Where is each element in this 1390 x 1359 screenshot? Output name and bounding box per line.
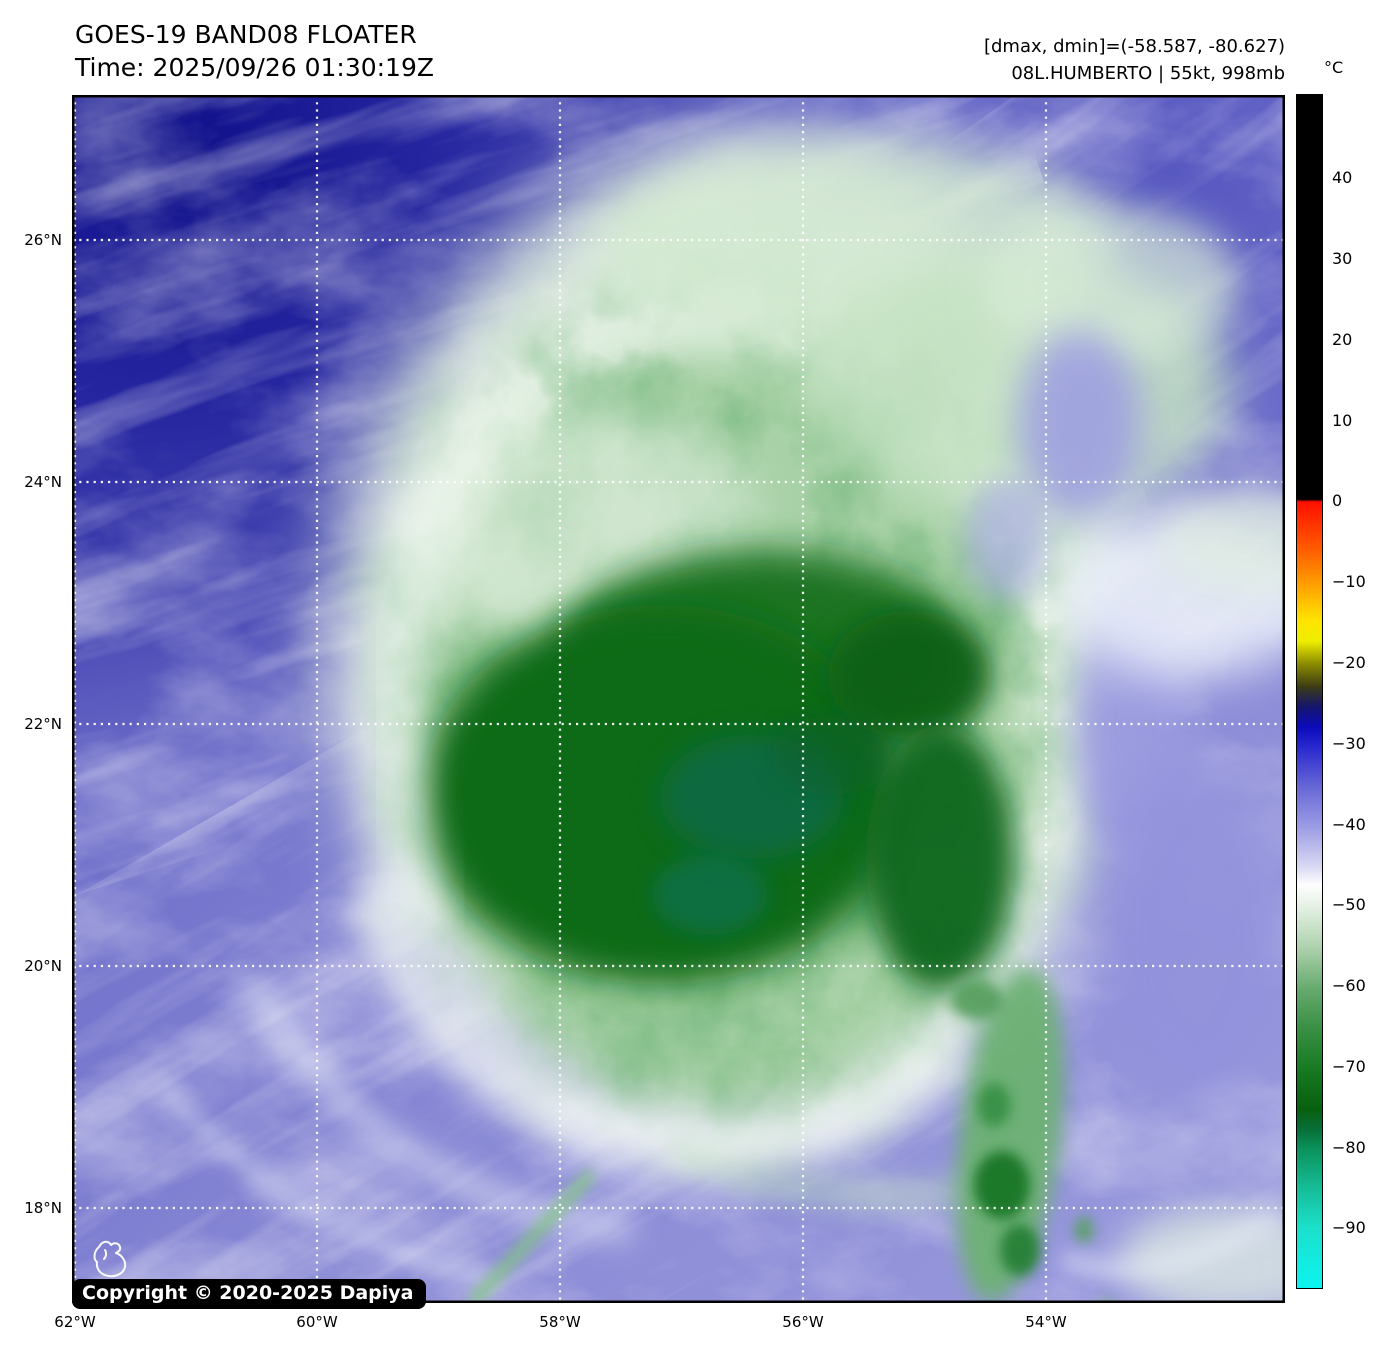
lon-label-62w: 62°W — [54, 1313, 96, 1331]
figure-title: GOES-19 BAND08 FLOATER Time: 2025/09/26 … — [75, 18, 434, 84]
gridlines — [72, 95, 1285, 1303]
cbar-tick-m40: −40 — [1332, 815, 1366, 834]
cbar-tick-0: 0 — [1332, 491, 1343, 510]
coastline-icon — [93, 1240, 127, 1278]
map-border — [72, 95, 1285, 1303]
cbar-tick-m30: −30 — [1332, 734, 1366, 753]
colorbar-unit: °C — [1324, 58, 1344, 77]
satellite-image — [72, 95, 1285, 1303]
cbar-tick-m60: −60 — [1332, 976, 1366, 995]
lon-label-58w: 58°W — [539, 1313, 581, 1331]
lat-label-24n: 24°N — [24, 473, 62, 491]
cbar-tick-20: 20 — [1332, 330, 1353, 349]
lat-label-26n: 26°N — [24, 231, 62, 249]
cbar-tick-30: 30 — [1332, 249, 1353, 268]
cbar-tick-m80: −80 — [1332, 1138, 1366, 1157]
satellite-map: Copyright © 2020-2025 Dapiya — [72, 95, 1285, 1309]
lat-label-22n: 22°N — [24, 715, 62, 733]
cbar-tick-m50: −50 — [1332, 895, 1366, 914]
lon-label-60w: 60°W — [296, 1313, 338, 1331]
right-feathers — [1057, 485, 1285, 1303]
time-line: Time: 2025/09/26 01:30:19Z — [75, 53, 434, 82]
cbar-tick-40: 40 — [1332, 168, 1353, 187]
se-rainband — [951, 968, 1116, 1303]
cbar-tick-m10: −10 — [1332, 572, 1366, 591]
moat-and-bands — [155, 519, 980, 1303]
cbar-tick-10: 10 — [1332, 411, 1353, 430]
cbar-tick-m20: −20 — [1332, 653, 1366, 672]
title-line: GOES-19 BAND08 FLOATER — [75, 20, 417, 49]
cbar-tick-m90: −90 — [1332, 1218, 1366, 1237]
lon-label-54w: 54°W — [1025, 1313, 1067, 1331]
hurricane-core — [422, 550, 1014, 989]
copyright-badge: Copyright © 2020-2025 Dapiya — [72, 1279, 427, 1309]
dmax-dmin-label: [dmax, dmin]=(-58.587, -80.627) — [983, 36, 1285, 57]
cbar-tick-m70: −70 — [1332, 1057, 1366, 1076]
lat-label-20n: 20°N — [24, 957, 62, 975]
colorbar — [1296, 94, 1323, 1289]
annotations: [dmax, dmin]=(-58.587, -80.627) 08L.HUMB… — [984, 33, 1285, 87]
lon-label-56w: 56°W — [782, 1313, 824, 1331]
storm-info-label: 08L.HUMBERTO | 55kt, 998mb — [1011, 63, 1285, 84]
lat-label-18n: 18°N — [24, 1199, 62, 1217]
